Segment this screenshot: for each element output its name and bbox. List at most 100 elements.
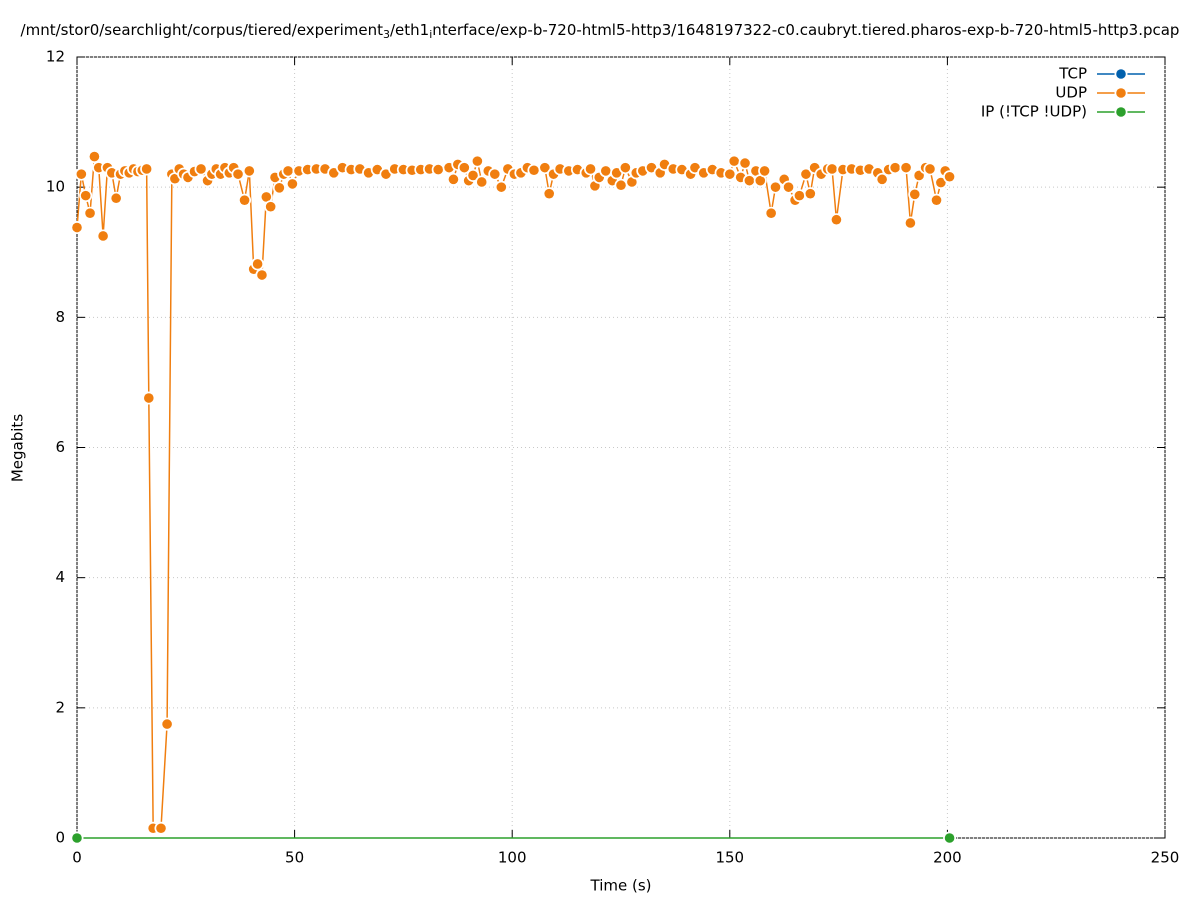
legend-swatch-dot: [1116, 88, 1126, 98]
point-dot: [838, 164, 848, 175]
data-point: [259, 190, 273, 204]
data-point: [888, 161, 902, 175]
point-dot: [755, 175, 766, 186]
point-dot: [801, 169, 811, 179]
legend-label: TCP: [1058, 65, 1087, 83]
point-dot: [283, 166, 293, 176]
point-dot: [766, 208, 776, 218]
point-dot: [389, 164, 400, 174]
point-dot: [936, 177, 946, 188]
x-tick-label: 0: [72, 849, 82, 867]
point-dot: [98, 231, 108, 241]
point-dot: [540, 162, 550, 173]
point-dot: [162, 719, 172, 729]
point-dot: [468, 170, 478, 181]
y-tick-label: 10: [46, 178, 65, 196]
point-dot: [931, 195, 942, 205]
data-point: [142, 391, 156, 405]
data-point: [194, 162, 208, 176]
data-point: [231, 167, 245, 181]
point-dot: [751, 166, 761, 176]
point-dot: [585, 164, 596, 174]
data-point: [251, 257, 265, 271]
point-dot: [901, 162, 911, 173]
data-point: [943, 170, 957, 184]
data-point: [255, 268, 269, 282]
data-point: [908, 187, 922, 201]
point-dot: [407, 165, 417, 176]
point-dot: [111, 193, 121, 204]
point-dot: [805, 188, 816, 199]
data-point: [930, 193, 944, 207]
data-point: [625, 175, 639, 189]
legend-label: IP (!TCP !UDP): [981, 103, 1087, 121]
data-point: [140, 162, 154, 176]
point-dot: [93, 162, 104, 173]
point-dot: [729, 156, 739, 166]
data-point: [83, 206, 97, 220]
y-tick-label: 4: [55, 568, 65, 586]
data-point: [758, 164, 772, 178]
point-dot: [489, 169, 500, 179]
point-dot: [274, 183, 285, 193]
data-point: [281, 164, 295, 178]
point-dot: [794, 190, 805, 201]
data-point: [614, 178, 628, 192]
y-tick-label: 6: [55, 438, 65, 456]
point-dot: [476, 177, 487, 187]
point-dot: [416, 164, 426, 175]
point-dot: [831, 214, 842, 225]
point-dot: [346, 164, 356, 175]
point-dot: [472, 156, 483, 166]
point-dot: [627, 177, 637, 187]
x-tick-label: 250: [1151, 849, 1180, 867]
data-point: [109, 191, 123, 205]
data-point: [825, 162, 839, 176]
y-axis-label: Megabits: [9, 414, 27, 482]
point-dot: [261, 192, 272, 202]
data-point: [79, 189, 93, 203]
y-tick-label: 8: [55, 308, 65, 326]
point-dot: [529, 165, 539, 176]
point-dot: [265, 201, 276, 212]
point-dot: [914, 170, 924, 181]
data-point: [875, 172, 889, 186]
point-dot: [311, 164, 322, 174]
point-dot: [877, 174, 887, 185]
point-dot: [156, 823, 166, 834]
data-point: [803, 187, 817, 201]
point-dot: [690, 162, 700, 173]
point-dot: [252, 259, 263, 269]
point-dot: [827, 164, 837, 174]
y-tick-label: 12: [46, 48, 65, 66]
data-point: [753, 174, 767, 188]
point-dot: [620, 162, 631, 173]
point-dot: [659, 159, 670, 170]
data-point: [764, 206, 778, 220]
point-dot: [244, 166, 255, 176]
point-dot: [890, 162, 900, 173]
data-point: [923, 162, 937, 176]
point-dot: [740, 158, 750, 168]
point-dot: [433, 164, 444, 175]
point-dot: [141, 164, 152, 174]
title-subscript: 3: [383, 28, 390, 41]
data-point: [238, 193, 252, 207]
data-point: [829, 213, 843, 227]
point-dot: [381, 169, 391, 179]
data-point: [584, 162, 598, 176]
point-dot: [398, 164, 409, 175]
data-point: [74, 167, 88, 181]
data-point: [723, 167, 737, 181]
data-point: [96, 229, 110, 243]
point-dot: [459, 162, 470, 173]
point-dot: [448, 174, 459, 185]
data-point: [457, 161, 471, 175]
point-dot: [944, 833, 955, 843]
point-dot: [668, 164, 679, 174]
data-point: [154, 821, 168, 835]
data-point: [87, 150, 101, 164]
legend-label: UDP: [1055, 84, 1087, 102]
point-dot: [85, 208, 95, 218]
data-point: [242, 164, 256, 178]
